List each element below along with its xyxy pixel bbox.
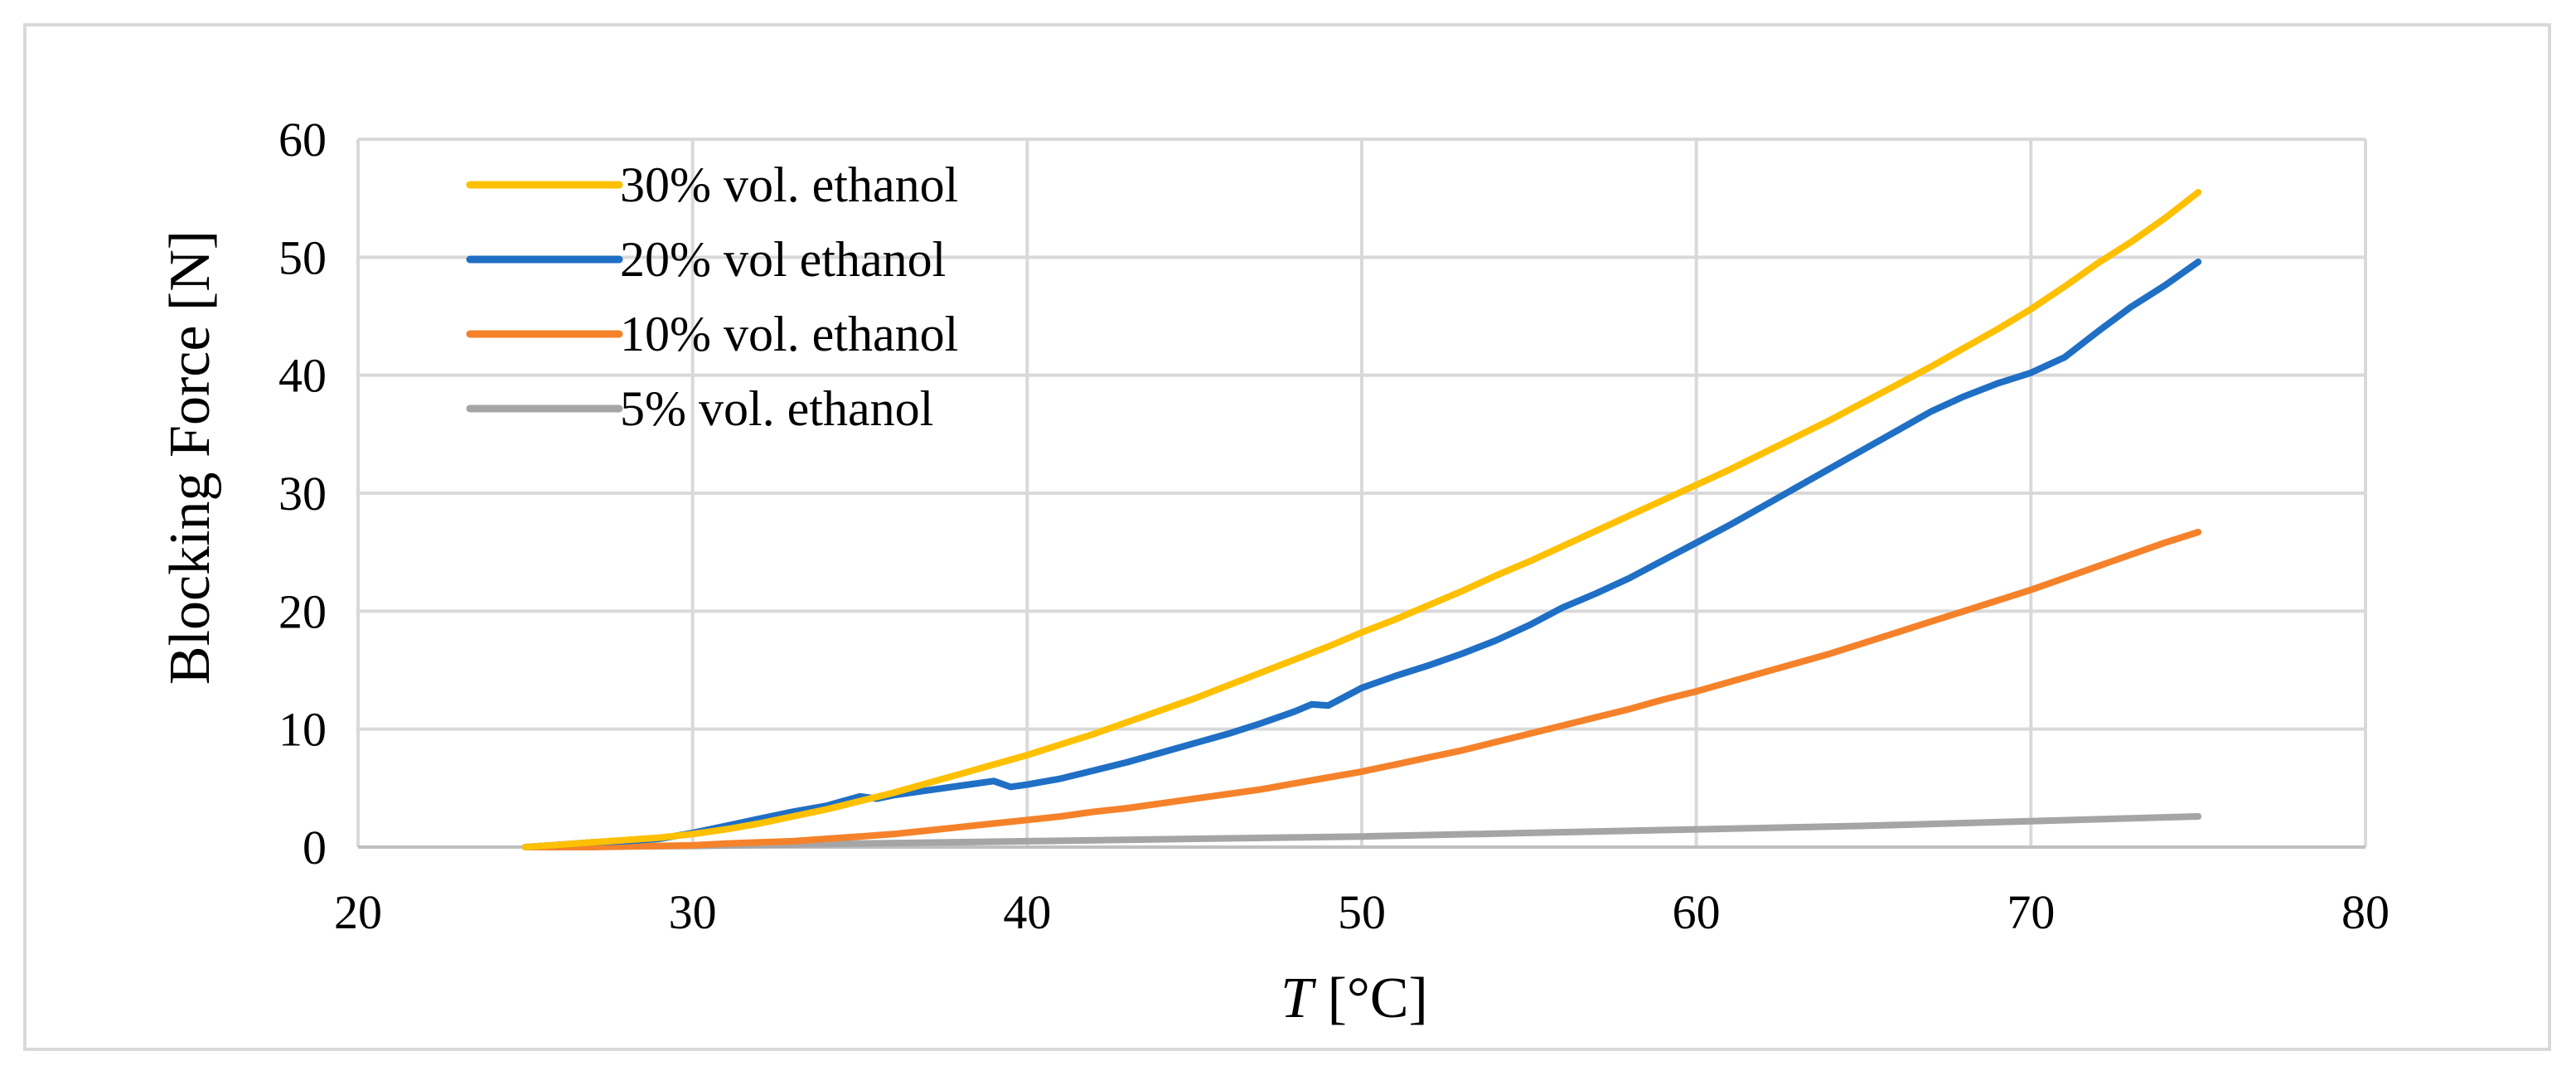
x-tick-label: 30: [669, 885, 717, 939]
legend-label-10: 10% vol. ethanol: [620, 307, 958, 361]
legend-label-30: 30% vol. ethanol: [620, 157, 958, 212]
x-tick-label: 80: [2341, 885, 2390, 939]
series-line-2: [521, 529, 2202, 850]
x-axis-title: T [°C]: [1281, 966, 1428, 1030]
chart-frame: 0 10 20 30 40 50 60 20 30 40 50 60 70 80 Blocking For…: [23, 23, 2551, 1051]
y-tick-label: 10: [278, 703, 327, 757]
y-tick-label: 50: [278, 230, 327, 284]
y-tick-label: 0: [303, 821, 327, 874]
series-line-1: [521, 259, 2202, 850]
series-line-0: [521, 189, 2202, 850]
y-tick-label: 20: [278, 584, 327, 638]
x-axis-unit: [°C]: [1313, 966, 1428, 1030]
tick-label-layer: 0 10 20 30 40 50 60 20 30 40 50 60 70 80: [278, 113, 2390, 939]
grid-layer: [356, 138, 2367, 847]
legend-item-10: 10% vol. ethanol: [466, 307, 958, 361]
x-axis-variable: T: [1281, 966, 1317, 1030]
y-tick-label: 60: [278, 113, 327, 167]
legend-item-30: 30% vol. ethanol: [466, 157, 958, 212]
series-line-3: [521, 813, 2202, 850]
legend-item-20: 20% vol ethanol: [466, 232, 946, 287]
x-tick-label: 60: [1673, 885, 1721, 939]
series-layer: [521, 189, 2202, 850]
x-tick-label: 70: [2007, 885, 2055, 939]
x-tick-label: 50: [1338, 885, 1386, 939]
legend-label-20: 20% vol ethanol: [620, 232, 946, 287]
legend-label-5: 5% vol. ethanol: [620, 381, 933, 436]
y-tick-label: 40: [278, 349, 327, 403]
blocking-force-chart: 0 10 20 30 40 50 60 20 30 40 50 60 70 80 Blocking For…: [158, 113, 2390, 1030]
legend: 30% vol. ethanol 20% vol ethanol 10% vol…: [466, 157, 958, 436]
legend-item-5: 5% vol. ethanol: [466, 381, 933, 436]
x-tick-label: 40: [1003, 885, 1051, 939]
y-axis-title: Blocking Force [N]: [158, 230, 222, 685]
x-tick-label: 20: [334, 885, 382, 939]
y-tick-label: 30: [278, 467, 327, 521]
